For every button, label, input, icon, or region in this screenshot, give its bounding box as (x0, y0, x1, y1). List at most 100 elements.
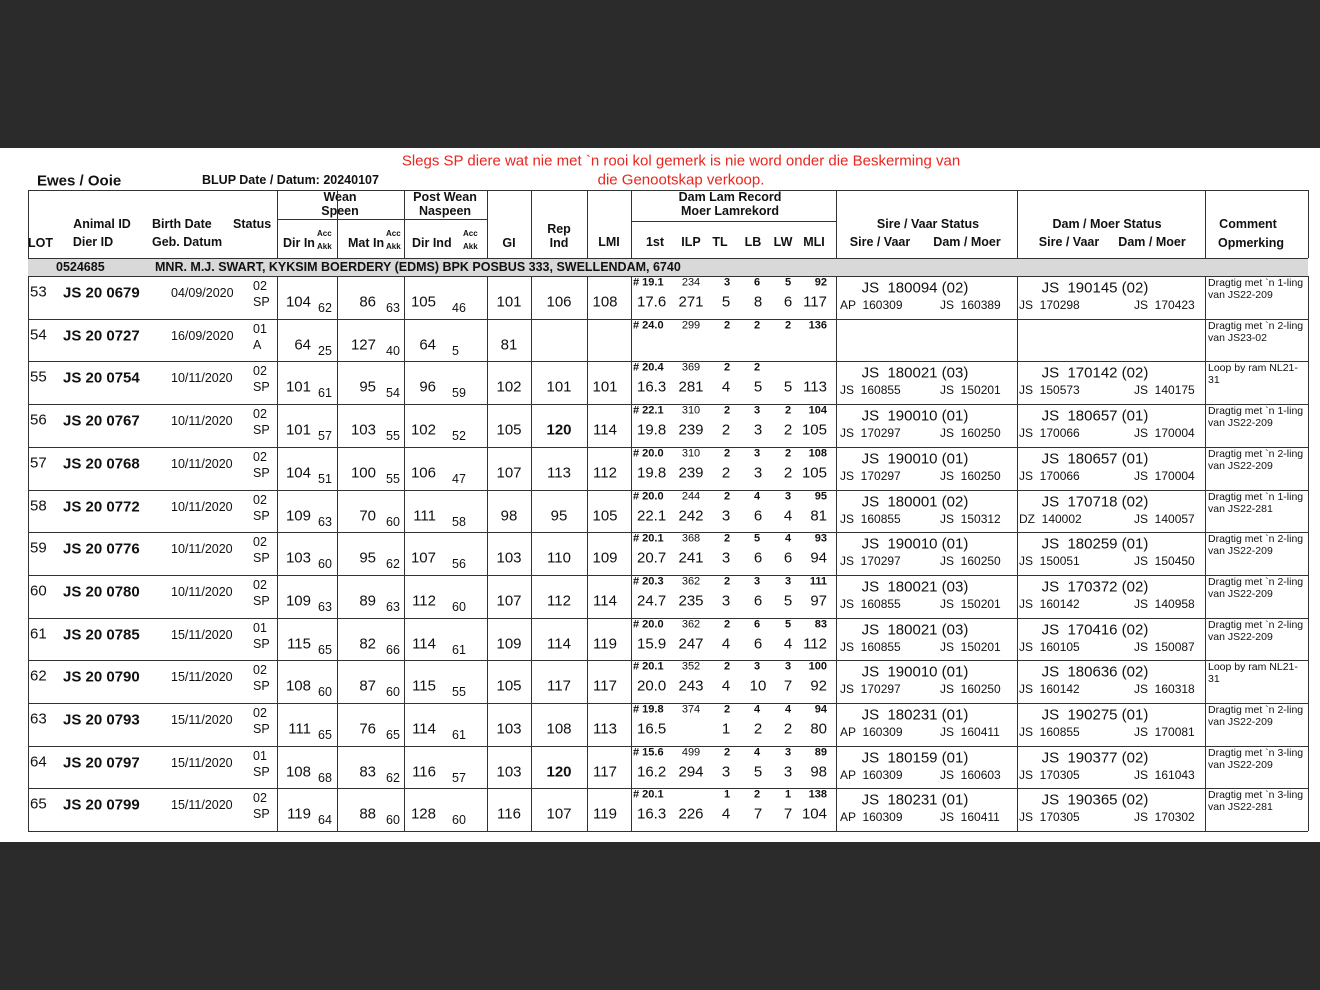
dam-sire: JS 160855 (1019, 725, 1080, 739)
dam-record: 310 (681, 447, 701, 460)
rule (531, 276, 532, 832)
dam-record: 105 (801, 464, 827, 482)
accuracy: 60 (318, 556, 332, 571)
mat-index: 86 (359, 293, 376, 311)
gi: 103 (496, 549, 522, 567)
accuracy: 61 (318, 386, 332, 401)
mat-index: 100 (350, 464, 376, 482)
rep-index: 120 (546, 763, 572, 781)
dam-record: 4 (783, 635, 793, 653)
dam-record: 310 (681, 404, 701, 417)
post-wean-index: 116 (412, 763, 436, 781)
dam-record: 247 (678, 635, 704, 653)
dam-record: 6 (753, 549, 763, 567)
dam-record: 5 (784, 618, 792, 631)
dam-record: 2 (784, 319, 792, 332)
rule (28, 788, 1308, 790)
gi: 107 (496, 592, 522, 610)
accuracy: 61 (452, 642, 466, 657)
dam-record: 83 (814, 618, 827, 631)
rep-index: 114 (547, 635, 571, 653)
sire-sire: JS 170297 (840, 682, 901, 697)
accuracy: 51 (318, 471, 332, 486)
dam-record: 5 (753, 532, 761, 545)
column-header: Dam / Moer (1118, 234, 1186, 249)
dam-record: 2 (723, 746, 731, 759)
rep-index: 117 (547, 677, 571, 695)
dam-record: 6 (753, 635, 763, 653)
dam-record: 294 (678, 763, 704, 781)
column-header: Dir In (283, 235, 315, 250)
dam-record: 3 (784, 490, 792, 502)
sire-dam: JS 160411 (940, 725, 1000, 739)
mat-index: 83 (359, 763, 376, 781)
sire-status: JS 180231 (01) (861, 791, 969, 809)
post-wean-index: 114 (412, 720, 436, 738)
post-wean-index: 102 (410, 421, 436, 439)
birth-date: 10/11/2020 (171, 499, 233, 514)
column-header: LOT (28, 235, 53, 250)
dam-record: 1 (784, 788, 792, 801)
accuracy: 64 (318, 813, 332, 828)
dam-record: 22.1 (637, 507, 667, 524)
column-header: Comment (1219, 216, 1277, 231)
dam-record: 2 (783, 720, 793, 738)
dam-record: 2 (723, 660, 731, 673)
rule (337, 276, 338, 832)
column-header: Sire / Vaar Status (876, 216, 980, 231)
dam-record: 4 (784, 532, 792, 545)
lot: 63 (30, 710, 47, 728)
lmi: 117 (593, 677, 617, 695)
mat-index: 127 (350, 336, 376, 354)
dam-record: 16.3 (637, 805, 667, 823)
accuracy: 65 (386, 727, 400, 742)
column-header: Moer Lamrekord (681, 203, 779, 218)
status: 01 (253, 321, 267, 336)
lot: 61 (30, 625, 47, 643)
dam-dam: JS 150087 (1134, 639, 1195, 654)
dam-record: 100 (808, 660, 827, 673)
column-header: Dir Ind (412, 235, 452, 250)
dam-record: 499 (681, 746, 701, 759)
gi: 102 (496, 378, 522, 396)
dam-record: 6 (753, 592, 763, 610)
dam-record: 2 (723, 319, 731, 332)
column-header: Akk (386, 242, 401, 251)
dam-record: 3 (753, 464, 763, 482)
column-header: Speen (321, 203, 359, 218)
sire-sire: JS 160855 (840, 511, 901, 526)
dam-status: JS 180657 (01) (1041, 450, 1149, 468)
column-header: LB (744, 234, 762, 249)
post-wean-index: 106 (410, 464, 436, 482)
animal-id: JS 20 0679 (63, 284, 140, 302)
comment: Dragtig met `n 2-ling van JS22-209 (1208, 704, 1304, 728)
accuracy: 63 (386, 300, 400, 315)
sire-status: JS 180021 (03) (861, 364, 969, 382)
dam-record: 81 (810, 507, 827, 524)
rule (28, 660, 1308, 662)
animal-id: JS 20 0780 (63, 583, 140, 601)
rule (28, 489, 1308, 491)
rep-index: 120 (546, 421, 572, 439)
dam-record: 235 (678, 592, 704, 610)
dam-record: 4 (753, 490, 761, 502)
rule (836, 190, 837, 258)
status: SP (253, 764, 270, 779)
rep-index: 101 (546, 378, 572, 396)
dam-dam: JS 170004 (1134, 468, 1195, 483)
dam-record: 5 (753, 763, 763, 781)
sire-status: JS 180021 (03) (861, 578, 969, 596)
animal-id: JS 20 0727 (63, 327, 140, 345)
gi: 107 (496, 464, 522, 482)
rule (28, 190, 29, 258)
animal-id: JS 20 0768 (63, 455, 140, 473)
sire-dam: JS 150201 (940, 596, 1001, 611)
dam-record: 3 (753, 575, 761, 588)
lmi: 109 (592, 549, 618, 567)
rep-index: 110 (547, 549, 571, 567)
dam-record: 2 (753, 720, 763, 738)
dam-record: 6 (753, 618, 761, 631)
accuracy: 59 (452, 386, 466, 401)
dam-dam: JS 170302 (1134, 810, 1195, 825)
dam-record: 5 (721, 293, 731, 311)
